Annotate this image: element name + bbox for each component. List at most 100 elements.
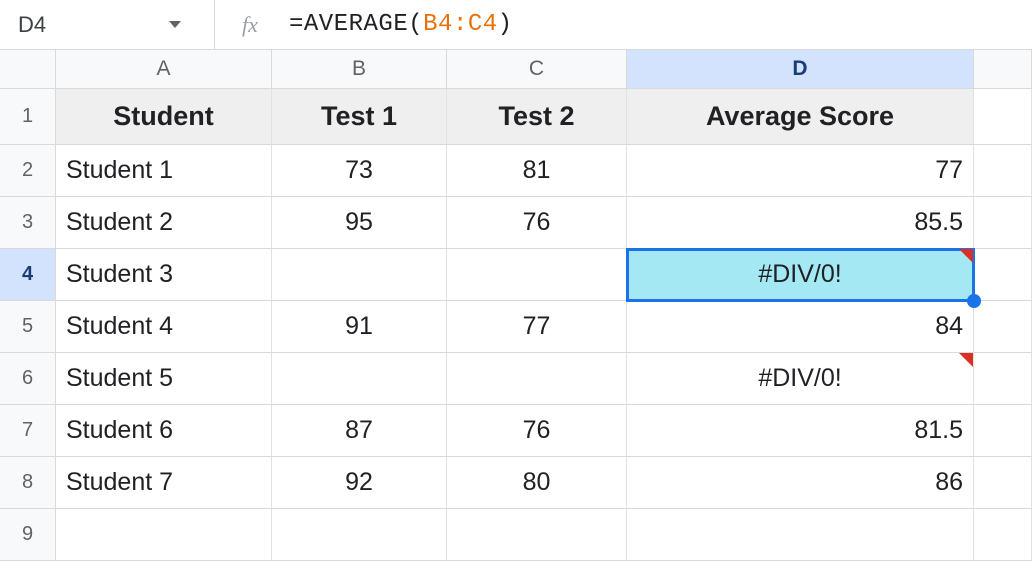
cell-avg-8[interactable]: 86 xyxy=(627,457,974,509)
name-box-dropdown[interactable] xyxy=(135,0,215,49)
cells-area: Student Test 1 Test 2 Average Score Student … xyxy=(56,89,1032,571)
cell-E1[interactable] xyxy=(974,89,1032,145)
cell-E2[interactable] xyxy=(974,145,1032,197)
column-header-B[interactable]: B xyxy=(272,50,447,89)
row-header-1[interactable]: 1 xyxy=(0,89,56,145)
cell-test2-2[interactable]: 81 xyxy=(447,145,627,197)
cell-student-6-text: Student 5 xyxy=(66,364,173,393)
row-headers: 123456789 xyxy=(0,89,56,561)
cell-student-8[interactable]: Student 7 xyxy=(56,457,272,509)
row-header-3[interactable]: 3 xyxy=(0,197,56,249)
cell-student-3-text: Student 2 xyxy=(66,208,173,237)
column-header-A[interactable]: A xyxy=(56,50,272,89)
cell-test2-2-text: 81 xyxy=(523,156,551,185)
formula-token-fn: AVERAGE xyxy=(304,11,408,38)
cell-student-4-text: Student 3 xyxy=(66,260,173,289)
cell-E7[interactable] xyxy=(974,405,1032,457)
cell-test1-6[interactable] xyxy=(272,353,447,405)
cell-student-2[interactable]: Student 1 xyxy=(56,145,272,197)
cell-student-3[interactable]: Student 2 xyxy=(56,197,272,249)
cell-avg-3-text: 85.5 xyxy=(914,208,963,237)
formula-token-range: B4:C4 xyxy=(423,11,498,38)
cell-B9[interactable] xyxy=(272,509,447,561)
cell-test1-2-text: 73 xyxy=(345,156,373,185)
cell-test2-3[interactable]: 76 xyxy=(447,197,627,249)
cell-E8[interactable] xyxy=(974,457,1032,509)
row-header-4[interactable]: 4 xyxy=(0,249,56,301)
header-cell-D[interactable]: Average Score xyxy=(627,89,974,145)
cell-test2-7-text: 76 xyxy=(523,416,551,445)
formula-token-open: ( xyxy=(408,11,423,38)
cell-avg-4[interactable]: #DIV/0! xyxy=(627,249,974,301)
row-header-5[interactable]: 5 xyxy=(0,301,56,353)
selection-handle[interactable] xyxy=(967,294,981,308)
row-header-6[interactable]: 6 xyxy=(0,353,56,405)
spreadsheet-app: D4 fx =AVERAGE(B4:C4) ABCD 123456789 Stu… xyxy=(0,0,1032,571)
grid: ABCD 123456789 Student Test 1 Test 2 Averag… xyxy=(0,50,1032,571)
cell-avg-2[interactable]: 77 xyxy=(627,145,974,197)
cell-E6[interactable] xyxy=(974,353,1032,405)
cell-student-4[interactable]: Student 3 xyxy=(56,249,272,301)
row-header-9[interactable]: 9 xyxy=(0,509,56,561)
cell-avg-3[interactable]: 85.5 xyxy=(627,197,974,249)
cell-test1-7[interactable]: 87 xyxy=(272,405,447,457)
cell-test1-2[interactable]: 73 xyxy=(272,145,447,197)
column-header-C[interactable]: C xyxy=(447,50,627,89)
cell-avg-6[interactable]: #DIV/0! xyxy=(627,353,974,405)
error-indicator-icon xyxy=(959,249,973,263)
cell-student-5-text: Student 4 xyxy=(66,312,173,341)
cell-test1-5-text: 91 xyxy=(345,312,373,341)
cell-student-8-text: Student 7 xyxy=(66,468,173,497)
cell-student-5[interactable]: Student 4 xyxy=(56,301,272,353)
row-header-2[interactable]: 2 xyxy=(0,145,56,197)
header-cell-A[interactable]: Student xyxy=(56,89,272,145)
cell-avg-7[interactable]: 81.5 xyxy=(627,405,974,457)
column-headers: ABCD xyxy=(56,50,1032,89)
cell-test2-5-text: 77 xyxy=(523,312,551,341)
header-cell-A-text: Student xyxy=(113,101,214,132)
formula-bar: D4 fx =AVERAGE(B4:C4) xyxy=(0,0,1032,50)
cell-reference: D4 xyxy=(18,12,46,38)
cell-avg-8-text: 86 xyxy=(935,468,963,497)
column-header-E[interactable] xyxy=(974,50,1032,89)
cell-student-2-text: Student 1 xyxy=(66,156,173,185)
header-cell-C[interactable]: Test 2 xyxy=(447,89,627,145)
row-header-8[interactable]: 8 xyxy=(0,457,56,509)
cell-test2-3-text: 76 xyxy=(523,208,551,237)
name-box[interactable]: D4 xyxy=(0,0,135,49)
cell-student-7[interactable]: Student 6 xyxy=(56,405,272,457)
cell-test1-7-text: 87 xyxy=(345,416,373,445)
cell-test2-5[interactable]: 77 xyxy=(447,301,627,353)
header-cell-B[interactable]: Test 1 xyxy=(272,89,447,145)
cell-avg-5[interactable]: 84 xyxy=(627,301,974,353)
select-all-corner[interactable] xyxy=(0,50,56,89)
cell-student-6[interactable]: Student 5 xyxy=(56,353,272,405)
column-header-D[interactable]: D xyxy=(627,50,974,89)
cell-test1-5[interactable]: 91 xyxy=(272,301,447,353)
row-header-7[interactable]: 7 xyxy=(0,405,56,457)
cell-test1-3[interactable]: 95 xyxy=(272,197,447,249)
cell-E9[interactable] xyxy=(974,509,1032,561)
fx-icon[interactable]: fx xyxy=(215,0,285,49)
formula-token-close: ) xyxy=(498,11,513,38)
cell-test2-4[interactable] xyxy=(447,249,627,301)
cell-avg-4-text: #DIV/0! xyxy=(758,260,841,289)
cell-test1-8[interactable]: 92 xyxy=(272,457,447,509)
cell-A9[interactable] xyxy=(56,509,272,561)
cell-test1-4[interactable] xyxy=(272,249,447,301)
chevron-down-icon xyxy=(169,21,181,28)
cell-E4[interactable] xyxy=(974,249,1032,301)
cell-avg-5-text: 84 xyxy=(935,312,963,341)
header-cell-B-text: Test 1 xyxy=(321,101,397,132)
cell-E5[interactable] xyxy=(974,301,1032,353)
cell-test1-8-text: 92 xyxy=(345,468,373,497)
cell-test2-6[interactable] xyxy=(447,353,627,405)
cell-D9[interactable] xyxy=(627,509,974,561)
cell-avg-2-text: 77 xyxy=(935,156,963,185)
formula-input[interactable]: =AVERAGE(B4:C4) xyxy=(285,0,1032,49)
cell-test2-7[interactable]: 76 xyxy=(447,405,627,457)
cell-E3[interactable] xyxy=(974,197,1032,249)
cell-C9[interactable] xyxy=(447,509,627,561)
cell-test2-8[interactable]: 80 xyxy=(447,457,627,509)
header-cell-C-text: Test 2 xyxy=(498,101,574,132)
